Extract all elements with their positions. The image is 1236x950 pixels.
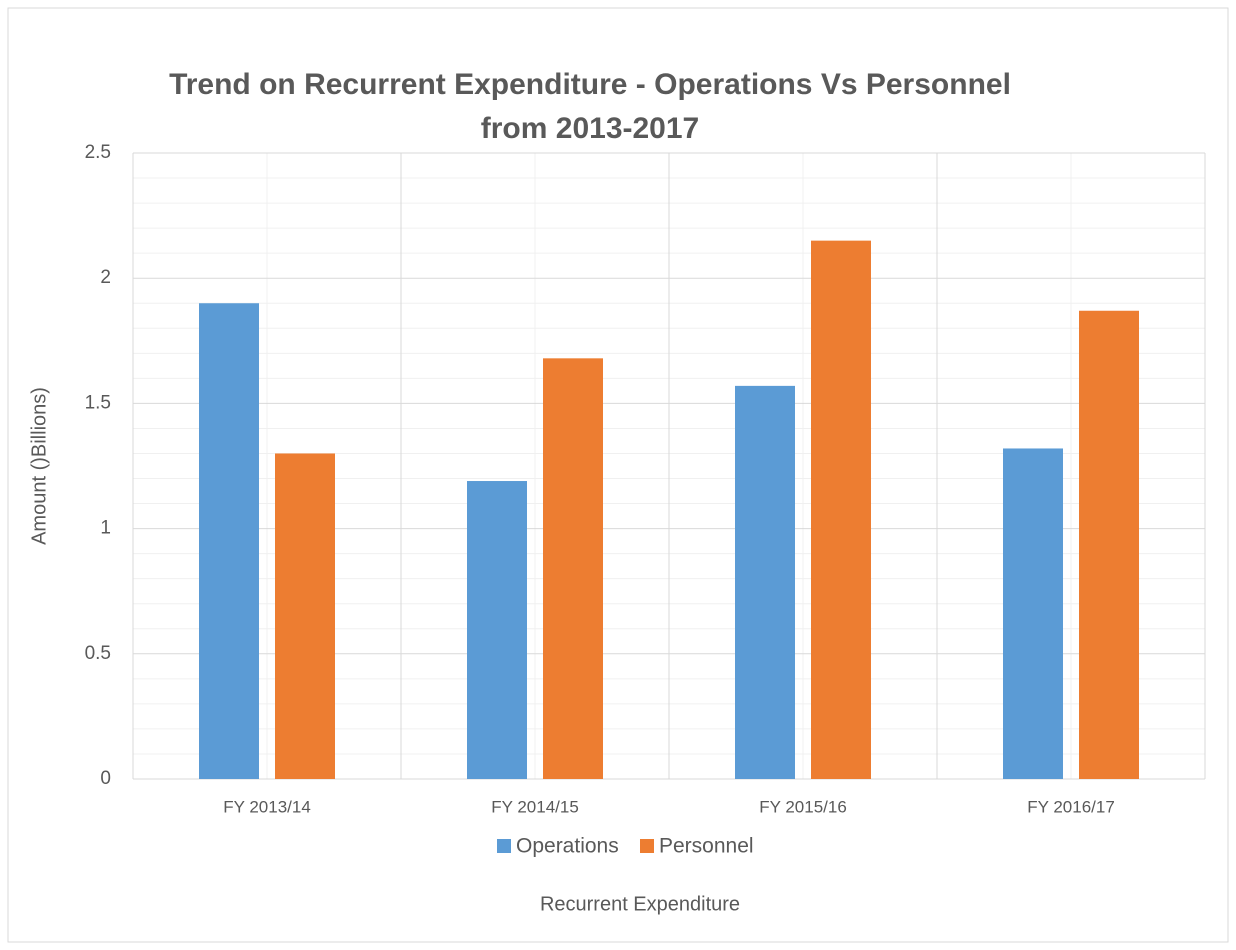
- bar: [735, 385, 795, 779]
- chart-title: Trend on Recurrent Expenditure - Operati…: [169, 68, 1011, 101]
- y-tick-label: 0.5: [85, 643, 111, 664]
- y-tick-label: 0: [100, 768, 111, 789]
- y-tick-label: 1: [100, 518, 111, 539]
- y-tick-label: 2.5: [85, 142, 111, 163]
- legend-swatch: [640, 839, 654, 853]
- bar: [275, 453, 335, 779]
- bar: [199, 303, 259, 779]
- x-tick-label: FY 2016/17: [1027, 797, 1115, 816]
- x-axis-title: Recurrent Expenditure: [540, 893, 740, 915]
- x-tick-label: FY 2013/14: [223, 797, 311, 816]
- chart-title: from 2013-2017: [481, 112, 699, 145]
- x-tick-label: FY 2015/16: [759, 797, 847, 816]
- bar: [811, 240, 871, 779]
- legend-swatch: [497, 839, 511, 853]
- y-tick-label: 1.5: [85, 392, 111, 413]
- bar: [1079, 310, 1139, 779]
- legend-label: Personnel: [659, 835, 754, 858]
- bar: [1003, 448, 1063, 779]
- y-tick-label: 2: [100, 267, 111, 288]
- legend-label: Operations: [516, 835, 619, 858]
- x-tick-label: FY 2014/15: [491, 797, 579, 816]
- bar: [467, 481, 527, 779]
- y-axis-title: Amount ()Billions): [28, 387, 50, 545]
- bar: [543, 358, 603, 779]
